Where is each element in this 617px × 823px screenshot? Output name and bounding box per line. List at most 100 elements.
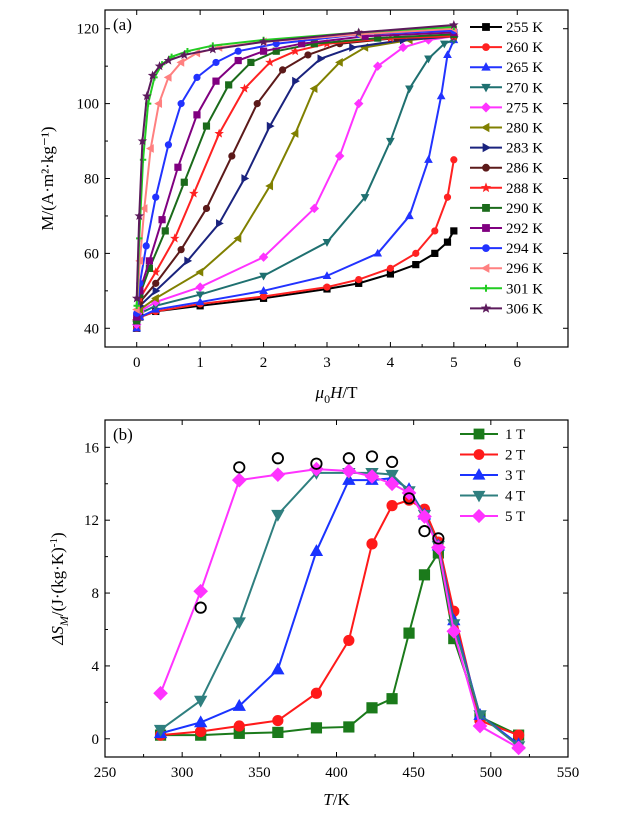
data-point [142, 91, 152, 101]
data-point [195, 297, 205, 306]
series-2-t [154, 494, 525, 741]
data-point [152, 279, 160, 287]
legend-marker [482, 284, 490, 292]
legend-item: 5 T [460, 508, 525, 525]
legend-label: 2 T [505, 448, 525, 464]
series-line [135, 35, 454, 321]
data-point [271, 662, 285, 675]
legend-item: 2 T [460, 448, 525, 464]
y-tick-label: 8 [92, 586, 100, 602]
legend-label: 3 T [505, 468, 525, 484]
series-markers-5 [194, 450, 445, 614]
data-point [195, 282, 205, 292]
data-point [270, 467, 286, 482]
legend-marker [482, 163, 490, 172]
data-point [309, 84, 318, 93]
y-label-ds: ΔS [48, 626, 67, 646]
data-point [247, 58, 255, 67]
data-point [212, 58, 220, 67]
legend-label: 292 K [506, 221, 543, 237]
data-point [170, 233, 180, 243]
data-point [418, 525, 431, 538]
data-point [193, 111, 201, 119]
legend-item: 283 K [470, 141, 543, 157]
legend-label: 255 K [506, 20, 543, 36]
data-point [443, 238, 452, 246]
series-283-k [133, 31, 459, 326]
series-292-k [133, 28, 458, 321]
legend-label: 283 K [506, 141, 543, 157]
data-point [322, 271, 332, 279]
data-point [309, 544, 324, 556]
x-tick-label: 550 [557, 765, 580, 781]
legend-item: 288 K [470, 181, 543, 197]
legend-marker [482, 142, 492, 153]
legend-label: 280 K [506, 121, 543, 137]
data-point [258, 252, 269, 262]
series-286-k [133, 32, 458, 325]
data-point [139, 204, 148, 213]
legend-label: 290 K [506, 201, 543, 217]
data-point [153, 724, 168, 737]
data-point [317, 54, 326, 64]
y-label-unit: /(J·(kg·K) [48, 547, 67, 616]
x-label-t: T [323, 790, 334, 809]
series-line [135, 23, 454, 299]
data-point [366, 538, 378, 550]
data-point [265, 57, 275, 67]
y-tick-label: 120 [77, 22, 100, 38]
series-line [159, 471, 520, 747]
data-point [292, 76, 300, 86]
data-point [147, 70, 158, 80]
data-point [195, 267, 204, 277]
data-point [271, 452, 284, 465]
x-tick-label: 3 [323, 355, 331, 371]
data-point [259, 47, 268, 55]
series-line [160, 477, 520, 746]
data-point [310, 457, 323, 470]
series-line [135, 35, 454, 322]
legend-marker [471, 508, 487, 524]
data-point [145, 257, 153, 265]
data-point [405, 211, 414, 220]
series-line [135, 33, 454, 321]
data-point [449, 19, 459, 30]
data-point [142, 242, 150, 250]
legend: 255 K 260 K 265 K 270 K 275 K 280 K 283 K 286 K… [470, 20, 543, 317]
legend-label: 5 T [505, 509, 525, 525]
y-tick-label: 16 [84, 440, 100, 456]
data-point [342, 452, 355, 465]
y-tick-label: 80 [84, 172, 99, 188]
data-point [189, 188, 199, 198]
series-280-k [132, 31, 457, 326]
data-point [310, 687, 323, 699]
data-point [154, 61, 165, 71]
legend-label: 306 K [506, 301, 543, 317]
legend-marker [473, 449, 485, 460]
data-point [310, 40, 318, 48]
legend-item: 275 K [470, 100, 543, 116]
data-point [177, 246, 185, 254]
legend-item: 294 K [470, 241, 543, 257]
data-point [234, 56, 242, 65]
data-point [232, 698, 246, 711]
legend-marker [481, 83, 491, 93]
data-point [431, 227, 439, 235]
data-point [152, 286, 161, 296]
y-label-end: ) [48, 532, 67, 538]
y-label-sub: M [57, 615, 71, 627]
data-point [450, 156, 458, 164]
legend-marker [473, 428, 485, 440]
data-point [133, 302, 140, 310]
data-point [364, 469, 380, 484]
data-point [202, 204, 211, 213]
data-point [134, 210, 145, 220]
data-point [290, 46, 301, 56]
data-point [386, 693, 398, 705]
series-4-t [153, 468, 526, 754]
data-point [184, 256, 193, 266]
legend-label: 275 K [506, 100, 543, 116]
data-point [405, 85, 414, 94]
data-point [161, 227, 169, 235]
data-point [355, 275, 363, 284]
